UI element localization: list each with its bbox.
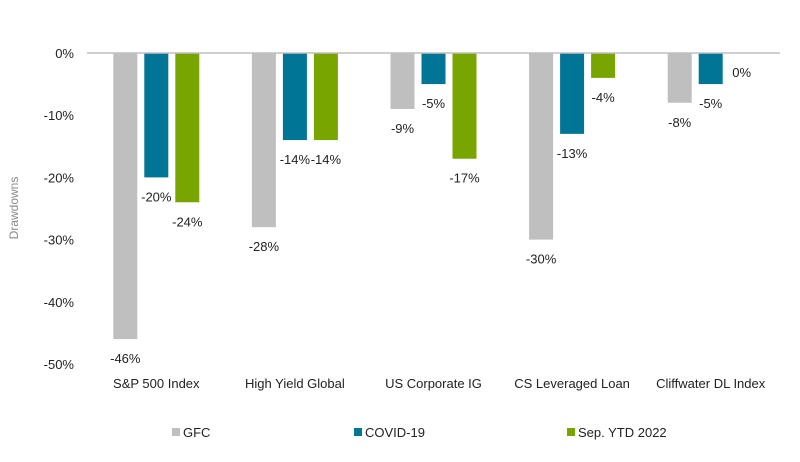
- bar: [698, 53, 723, 85]
- data-label: -4%: [592, 90, 616, 105]
- x-axis: S&P 500 Index High Yield Global US Corpora…: [113, 376, 766, 391]
- data-label: -14%: [311, 152, 342, 167]
- bar: [175, 53, 200, 203]
- bar: [529, 53, 554, 240]
- data-label: -28%: [249, 239, 280, 254]
- bar: [251, 53, 276, 228]
- bar: [667, 53, 692, 103]
- legend-label: Sep. YTD 2022: [578, 425, 667, 440]
- data-label: -46%: [110, 351, 141, 366]
- data-label: -30%: [526, 252, 557, 267]
- legend-label: COVID-19: [365, 425, 425, 440]
- bar: [282, 53, 307, 141]
- data-label: -20%: [141, 189, 172, 204]
- x-tick-label: High Yield Global: [245, 376, 345, 391]
- data-label: -8%: [668, 115, 692, 130]
- x-tick-label: CS Leveraged Loan: [514, 376, 630, 391]
- legend-label: GFC: [183, 425, 210, 440]
- y-tick-label: -10%: [44, 108, 75, 123]
- y-axis: 0% -10% -20% -30% -40% -50%: [44, 46, 75, 372]
- bar: [390, 53, 415, 109]
- data-label: -14%: [280, 152, 311, 167]
- legend: GFC COVID-19 Sep. YTD 2022: [172, 425, 667, 440]
- x-tick-label: US Corporate IG: [385, 376, 482, 391]
- data-label: 0%: [732, 65, 751, 80]
- data-label: -9%: [391, 121, 415, 136]
- y-tick-label: 0%: [55, 46, 74, 61]
- x-tick-label: Cliffwater DL Index: [656, 376, 766, 391]
- data-label: -5%: [422, 96, 446, 111]
- bar: [560, 53, 585, 134]
- bar: [313, 53, 338, 141]
- y-tick-label: -50%: [44, 357, 75, 372]
- bar: [591, 53, 616, 78]
- y-tick-label: -30%: [44, 233, 75, 248]
- bars: [113, 53, 723, 340]
- y-tick-label: -40%: [44, 295, 75, 310]
- data-label: -5%: [699, 96, 723, 111]
- legend-swatch: [354, 428, 362, 436]
- data-label: -24%: [172, 214, 203, 229]
- data-label: -13%: [557, 146, 588, 161]
- legend-swatch: [567, 428, 575, 436]
- data-labels: -46% -20%-24% -28% -14% -14% -9% -5% -17% -30% -1…: [110, 65, 751, 366]
- bar: [452, 53, 477, 159]
- bar: [113, 53, 138, 340]
- y-axis-title: Drawdowns: [7, 177, 21, 240]
- bar: [421, 53, 446, 85]
- data-label: -17%: [449, 171, 480, 186]
- legend-swatch: [172, 428, 180, 436]
- y-tick-label: -20%: [44, 170, 75, 185]
- bar: [144, 53, 169, 178]
- x-tick-label: S&P 500 Index: [113, 376, 200, 391]
